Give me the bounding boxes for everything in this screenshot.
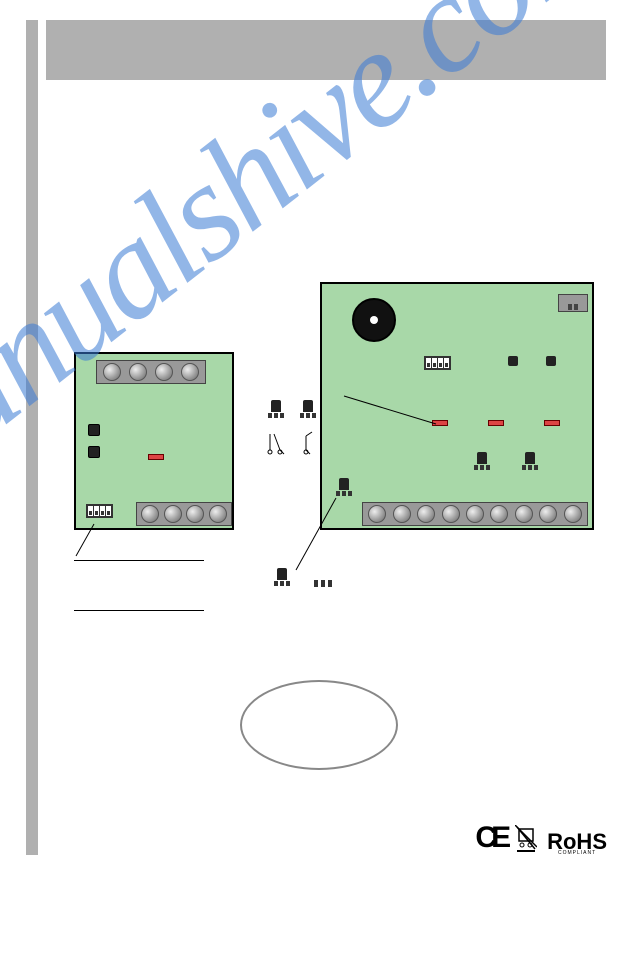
screw-terminal [490, 505, 508, 523]
screw-terminal [209, 505, 227, 523]
jumper-covered [336, 478, 352, 496]
dip-switch [86, 504, 113, 518]
contact-nc-icon [296, 428, 318, 458]
jumper-covered [300, 400, 316, 418]
terminal-block-top [96, 360, 206, 384]
tact-button [508, 356, 518, 366]
certification-logos: CE RoHS COMPLIANT [475, 821, 607, 855]
terminal-block-bottom [136, 502, 232, 526]
weee-icon [515, 825, 537, 855]
screw-terminal [515, 505, 533, 523]
pcb-right [320, 282, 594, 530]
screw-terminal [129, 363, 147, 381]
legend-jumper-open [314, 580, 332, 587]
screw-terminal [164, 505, 182, 523]
title-bar [46, 20, 606, 80]
terminal-block-bottom [362, 502, 588, 526]
screw-terminal [442, 505, 460, 523]
push-button [88, 446, 100, 458]
jumper-covered [474, 452, 490, 470]
screw-terminal [141, 505, 159, 523]
led-indicator [148, 454, 164, 460]
led-indicator [544, 420, 560, 426]
led-indicator [488, 420, 504, 426]
screw-terminal [186, 505, 204, 523]
screw-terminal [368, 505, 386, 523]
legend-jumper-covered [274, 568, 290, 586]
screw-terminal [466, 505, 484, 523]
rohs-mark: RoHS COMPLIANT [547, 833, 607, 855]
rohs-subtext: COMPLIANT [558, 851, 596, 855]
screw-terminal [103, 363, 121, 381]
pcb-left [74, 352, 234, 530]
push-button [88, 424, 100, 436]
screw-terminal [564, 505, 582, 523]
ce-mark-icon: CE [475, 821, 505, 855]
contact-no-icon [264, 428, 286, 458]
rohs-text: RoHS [547, 833, 607, 851]
dip-switch [424, 356, 451, 370]
buzzer-icon [352, 298, 396, 342]
screw-terminal [417, 505, 435, 523]
caption-line-2 [74, 610, 204, 611]
screw-terminal [393, 505, 411, 523]
left-gutter-bar [26, 20, 38, 855]
led-indicator [432, 420, 448, 426]
jumper-covered [268, 400, 284, 418]
caption-line-1 [74, 560, 204, 561]
screw-terminal [539, 505, 557, 523]
terminal-small [558, 294, 588, 312]
jumper-covered [522, 452, 538, 470]
screw-terminal [181, 363, 199, 381]
tact-button [546, 356, 556, 366]
screw-terminal [155, 363, 173, 381]
annotation-oval [240, 680, 398, 770]
